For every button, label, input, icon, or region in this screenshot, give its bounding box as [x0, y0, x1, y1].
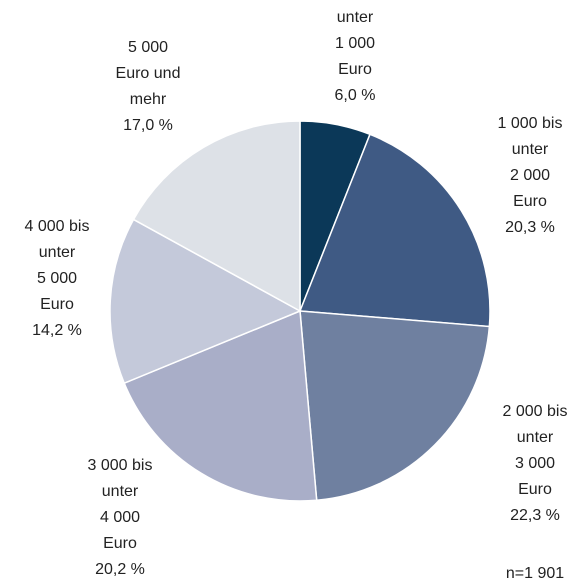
slice-label: unter	[39, 244, 76, 261]
slice-label: Euro und	[116, 65, 181, 82]
value-label: 22,3 %	[510, 507, 560, 524]
slice-label: unter	[512, 141, 549, 158]
slice-label: 3 000 bis	[88, 457, 153, 474]
value-label: 14,2 %	[32, 322, 82, 339]
value-label: 6,0 %	[335, 87, 376, 104]
slice-label: mehr	[130, 91, 167, 108]
slice-label: 5 000	[128, 39, 168, 56]
pie-slice	[299, 310, 491, 502]
value-label: 20,2 %	[95, 561, 145, 578]
slice-label: Euro	[103, 535, 137, 552]
slice-label: Euro	[338, 61, 372, 78]
pie-slice	[123, 309, 318, 502]
slice-label: 2 000	[510, 167, 550, 184]
slice-label: Euro	[518, 481, 552, 498]
pie-slice	[298, 133, 491, 328]
annotation: n=1 901	[506, 565, 564, 581]
pie-slice	[109, 218, 302, 385]
slice-label: unter	[337, 9, 374, 26]
value-label: 17,0 %	[123, 117, 173, 134]
slice-label: Euro	[40, 296, 74, 313]
slice-label: 1 000 bis	[498, 115, 563, 132]
value-label: 20,3 %	[505, 219, 555, 236]
slice-label: Euro	[513, 193, 547, 210]
slice-label: unter	[517, 429, 554, 446]
slice-label: 1 000	[335, 35, 375, 52]
slice-label: 5 000	[37, 270, 77, 287]
slice-label: 4 000 bis	[25, 218, 90, 235]
slice-label: 2 000 bis	[503, 403, 568, 420]
slice-label: 4 000	[100, 509, 140, 526]
pie-slice	[132, 120, 301, 313]
slice-label: unter	[102, 483, 139, 500]
slice-label: 3 000	[515, 455, 555, 472]
